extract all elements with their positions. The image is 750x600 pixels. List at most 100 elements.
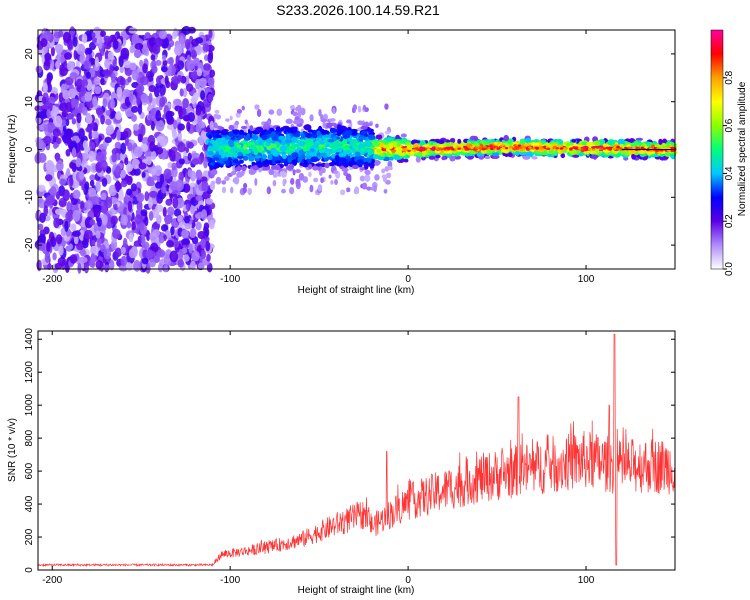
spectrogram-cell xyxy=(83,60,92,70)
spectrogram-cell xyxy=(230,147,236,154)
spectrogram-cell xyxy=(573,147,578,150)
colorbar-label: Normalized spectral amplitude xyxy=(737,81,748,216)
spectrogram-cell xyxy=(164,75,169,85)
spectrogram-cell xyxy=(213,122,218,129)
spectrogram-cell xyxy=(71,118,77,125)
spectrogram-cell xyxy=(292,169,296,176)
colorbar-tick-label: 0.6 xyxy=(724,118,735,132)
spectrogram-cell xyxy=(514,145,518,149)
spectrogram-cell xyxy=(66,168,71,178)
spectrogram-cell xyxy=(182,88,188,98)
spectrogram-cell xyxy=(559,147,564,150)
spectrogram-cell xyxy=(254,178,258,186)
spectrogram-cell xyxy=(120,214,128,226)
spectrogram-cell xyxy=(329,161,336,167)
spectrogram-cell xyxy=(281,188,286,194)
spectrogram-cell xyxy=(239,159,244,164)
spectrogram-cell xyxy=(416,151,423,157)
spectrogram-cell xyxy=(571,138,577,143)
spectrogram-cell xyxy=(84,200,93,210)
spectrogram-cell xyxy=(104,58,111,69)
snr-y-tick-label: 1400 xyxy=(24,328,35,351)
spectrogram-cell xyxy=(122,237,128,250)
spectrogram-cell xyxy=(321,167,326,174)
spectrogram-y-tick-label: 10 xyxy=(24,96,35,108)
spectrogram-cell xyxy=(155,59,162,66)
spectrogram-cell xyxy=(181,229,189,239)
spectrogram-cell xyxy=(599,145,604,149)
spectrogram-cell xyxy=(384,130,390,135)
spectrogram-cell xyxy=(100,192,107,201)
snr-x-tick-label: 100 xyxy=(578,575,595,586)
spectrogram-cell xyxy=(150,168,156,176)
spectrogram-cell xyxy=(154,165,163,177)
spectrogram-cell xyxy=(169,150,176,162)
spectrogram-cell xyxy=(140,234,146,246)
spectrogram-cell xyxy=(134,214,144,225)
spectrogram-cell xyxy=(44,174,53,182)
spectrogram-cell xyxy=(114,141,122,150)
spectrogram-cell xyxy=(282,178,286,187)
spectrogram-cell xyxy=(535,147,539,150)
spectrogram-cell xyxy=(229,115,233,121)
spectrogram-cell xyxy=(299,162,305,166)
spectrogram-cell xyxy=(71,147,77,158)
spectrogram-cell xyxy=(372,153,379,160)
spectrogram-cell xyxy=(400,133,407,138)
spectrogram-cell xyxy=(126,262,133,271)
spectrogram-cells xyxy=(34,25,678,274)
spectrogram-cell xyxy=(257,146,262,152)
spectrogram-cell xyxy=(531,156,538,160)
spectrogram-cell xyxy=(181,238,190,246)
spectrogram-cell xyxy=(55,234,63,245)
spectrogram-cell xyxy=(483,146,487,149)
spectrogram-cell xyxy=(109,63,114,76)
spectrogram-cell xyxy=(192,92,199,102)
spectrogram-cell xyxy=(182,98,189,109)
spectrogram-cell xyxy=(175,55,180,67)
spectrogram-cell xyxy=(91,195,100,205)
spectrogram-cell xyxy=(265,142,271,147)
spectrogram-cell xyxy=(105,109,111,116)
spectrogram-cell xyxy=(379,153,386,157)
spectrogram-cell xyxy=(256,109,262,117)
spectrogram-cell xyxy=(301,133,306,139)
spectrogram-cell xyxy=(100,77,105,85)
spectrogram-cell xyxy=(209,219,215,230)
spectrogram-cell xyxy=(381,174,387,179)
spectrogram-cell xyxy=(119,77,126,86)
spectrogram-x-label: Height of straight line (km) xyxy=(298,285,415,296)
spectrogram-cell xyxy=(159,173,165,185)
spectrogram-cell xyxy=(358,143,365,149)
spectrogram-cell xyxy=(88,150,95,162)
spectrogram-cell xyxy=(272,179,277,187)
spectrogram-cell xyxy=(112,228,121,239)
spectrogram-cell xyxy=(268,109,275,115)
spectrogram-cell xyxy=(206,262,213,273)
spectrogram-cell xyxy=(236,109,243,114)
spectrogram-cell xyxy=(197,262,205,270)
spectrogram-cell xyxy=(351,164,359,170)
spectrogram-cell xyxy=(195,169,203,181)
spectrogram-cell xyxy=(128,232,134,243)
spectrogram-cell xyxy=(449,155,456,162)
spectrogram-cell xyxy=(161,186,167,194)
spectrogram-cell xyxy=(62,89,70,100)
spectrogram-cell xyxy=(35,117,42,125)
spectrogram-cell xyxy=(63,52,72,60)
spectrogram-cell xyxy=(106,196,113,204)
spectrogram-cell xyxy=(137,133,143,143)
spectrogram-cell xyxy=(159,97,166,108)
spectrogram-cell xyxy=(162,206,167,218)
spectrogram-cell xyxy=(42,82,48,93)
spectrogram-cell xyxy=(48,102,53,112)
spectrogram-cell xyxy=(507,139,512,144)
spectrogram-cell xyxy=(190,170,197,182)
spectrogram-cell xyxy=(295,169,301,174)
spectrogram-cell xyxy=(298,172,305,181)
spectrogram-cell xyxy=(340,189,346,196)
spectrogram-cell xyxy=(362,182,368,190)
spectrogram-cell xyxy=(210,180,216,185)
spectrogram-cell xyxy=(146,179,156,187)
spectrogram-cell xyxy=(206,253,211,262)
